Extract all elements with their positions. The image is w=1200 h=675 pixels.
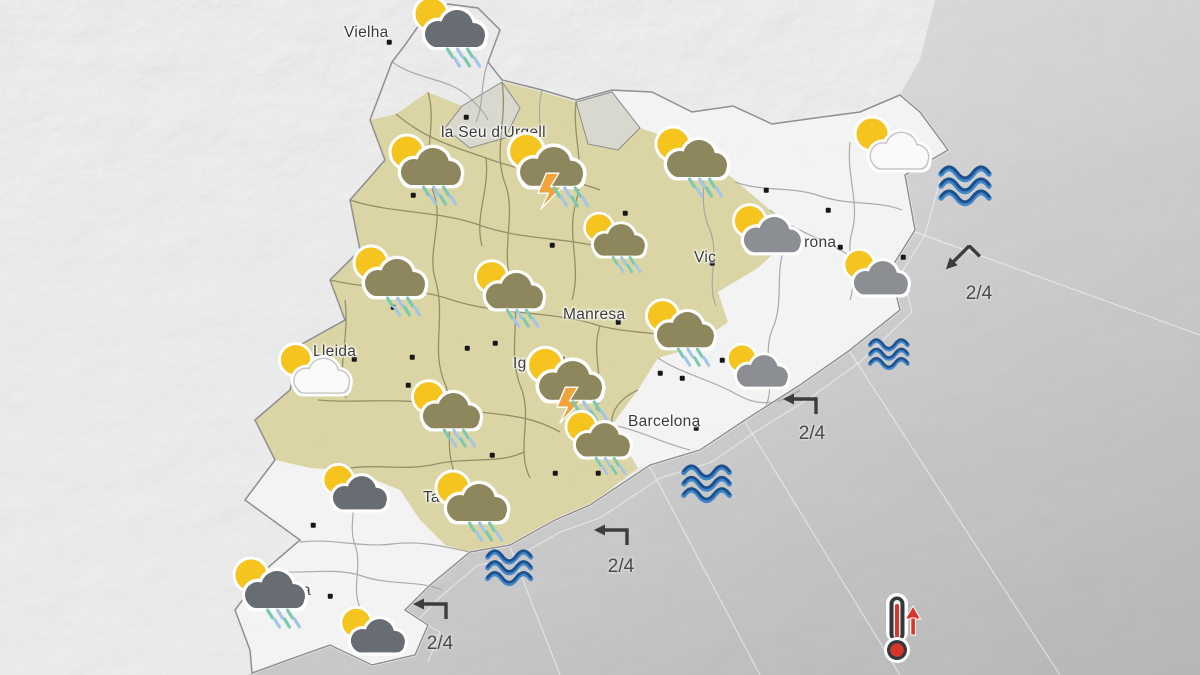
- sun-cloud-icon: [835, 244, 921, 318]
- capital-dot: [900, 254, 906, 260]
- waves-icon: [867, 338, 915, 371]
- city-label-manresa: Manresa: [563, 306, 626, 323]
- wind-arrow-left-icon: [411, 596, 455, 626]
- capital-dot: [552, 470, 558, 476]
- capital-dot: [549, 242, 555, 248]
- capital-dot: [622, 210, 628, 216]
- wind-force-label: 2/4: [798, 423, 826, 444]
- city-dot-tortosa: [327, 593, 333, 599]
- city-label-vielha: Vielha: [344, 24, 389, 41]
- wind-arrow-left-icon: [592, 522, 636, 552]
- waves-icon: [484, 549, 540, 587]
- capital-dot: [409, 354, 415, 360]
- sun-cloud-rain-icon: [224, 552, 320, 634]
- waves-icon: [680, 464, 739, 504]
- wind-force-label: 2/4: [426, 633, 454, 654]
- capital-dot: [410, 192, 416, 198]
- waves-icon: [937, 165, 999, 207]
- wind-force-label: 2/4: [607, 556, 635, 577]
- sun-cloud-rain-icon: [576, 208, 658, 278]
- capital-dot: [657, 370, 663, 376]
- wind-arrow-diagonal-icon: [943, 245, 987, 281]
- thermometer-rising-icon: [879, 592, 923, 666]
- capital-dot: [763, 187, 769, 193]
- zone-white-northeast: [612, 92, 948, 468]
- capital-dot: [679, 375, 685, 381]
- sun-cloud-icon: [845, 111, 941, 193]
- zone-gray-ripolles: [575, 91, 641, 151]
- capital-dot: [825, 207, 831, 213]
- city-label-vic: Vic: [694, 249, 717, 266]
- city-dot-manresa: [615, 319, 621, 325]
- catalunya-outer-border: [234, 3, 950, 675]
- sun-cloud-rain-icon: [466, 255, 557, 333]
- sun-cloud-icon: [270, 338, 361, 416]
- sun-cloud-icon: [719, 339, 801, 409]
- city-dot-girona: [837, 244, 843, 250]
- capital-dot: [595, 470, 601, 476]
- capital-dot: [719, 357, 725, 363]
- capital-dot: [489, 452, 495, 458]
- capital-dot: [310, 522, 316, 528]
- sun-cloud-icon: [314, 459, 400, 533]
- sun-cloud-icon: [724, 199, 815, 277]
- sun-cloud-rain-icon: [426, 465, 522, 547]
- city-dot-la-seu-d-urgell: [463, 114, 469, 120]
- capital-dot: [405, 382, 411, 388]
- sun-cloud-rain-icon: [557, 406, 643, 480]
- city-dot-barcelona: [693, 425, 699, 431]
- city-dot-vic: [709, 260, 715, 266]
- wind-force-label: 2/4: [965, 283, 993, 304]
- sun-cloud-rain-icon: [380, 129, 476, 211]
- sun-cloud-storm-icon: [517, 341, 618, 427]
- sun-cloud-storm-icon: [498, 127, 599, 213]
- city-label-barcelona: Barcelona: [628, 413, 701, 430]
- city-dot-lleida: [351, 356, 357, 362]
- sun-cloud-icon: [332, 602, 418, 675]
- sun-cloud-rain-icon: [403, 375, 494, 453]
- capital-dot: [492, 340, 498, 346]
- city-dot-vielha: [386, 39, 392, 45]
- wind-arrow-left-icon: [781, 391, 825, 421]
- sun-cloud-rain-icon: [404, 0, 500, 73]
- capital-dot: [464, 345, 470, 351]
- sun-cloud-rain-icon: [637, 294, 728, 372]
- sun-cloud-rain-icon: [646, 121, 742, 203]
- sun-cloud-rain-icon: [344, 240, 440, 322]
